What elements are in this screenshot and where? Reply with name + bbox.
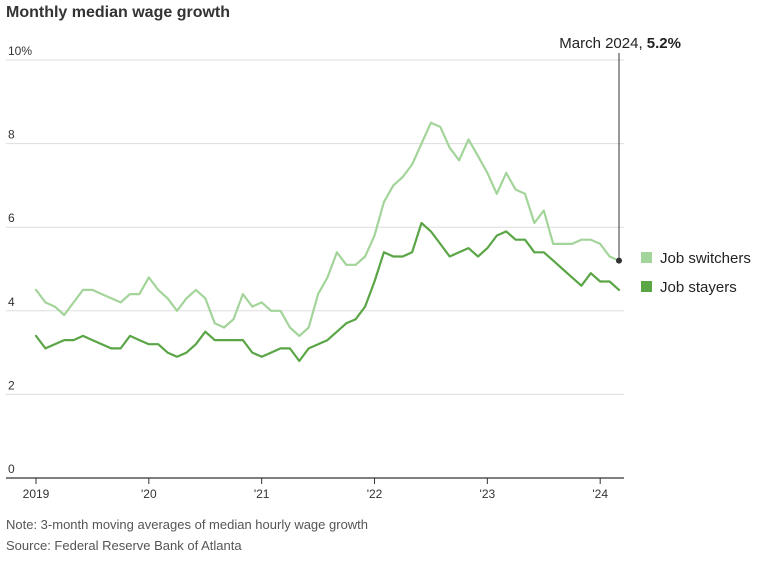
legend-swatch bbox=[641, 281, 652, 292]
legend: Job switchers Job stayers bbox=[641, 250, 751, 296]
y-tick-label: 10% bbox=[8, 44, 32, 58]
legend-label: Job switchers bbox=[660, 250, 751, 267]
y-tick-label: 8 bbox=[8, 128, 15, 142]
annotation-date: March 2024, bbox=[559, 35, 647, 52]
y-axis-ticks: 0 2 4 6 8 10% bbox=[8, 44, 32, 476]
x-tick-label: '22 bbox=[367, 487, 383, 501]
legend-label: Job stayers bbox=[660, 279, 737, 296]
chart-source: Source: Federal Reserve Bank of Atlanta bbox=[6, 538, 242, 553]
y-tick-label: 6 bbox=[8, 211, 15, 225]
annotation-value: 5.2% bbox=[647, 35, 681, 52]
legend-swatch bbox=[641, 252, 652, 263]
stayers-line bbox=[34, 221, 621, 363]
x-axis: 2019 '20 '21 '22 '23 '24 bbox=[6, 477, 624, 501]
x-tick-label: '24 bbox=[592, 487, 608, 501]
x-tick-label: '20 bbox=[141, 487, 157, 501]
gridlines bbox=[6, 59, 624, 395]
series-lines bbox=[34, 121, 621, 363]
annotation-dot bbox=[616, 257, 622, 264]
annotation-label: March 2024, 5.2% bbox=[559, 35, 681, 52]
annotation: March 2024, 5.2% bbox=[559, 35, 681, 264]
y-tick-label: 4 bbox=[8, 295, 15, 309]
chart-title: Monthly median wage growth bbox=[6, 4, 231, 21]
chart-note: Note: 3-month moving averages of median … bbox=[6, 517, 369, 532]
y-tick-label: 2 bbox=[8, 378, 15, 392]
switchers-line bbox=[34, 121, 621, 337]
x-tick-label: 2019 bbox=[23, 487, 50, 501]
x-tick-label: '21 bbox=[254, 487, 270, 501]
y-tick-label: 0 bbox=[8, 462, 15, 476]
x-tick-label: '23 bbox=[480, 487, 496, 501]
